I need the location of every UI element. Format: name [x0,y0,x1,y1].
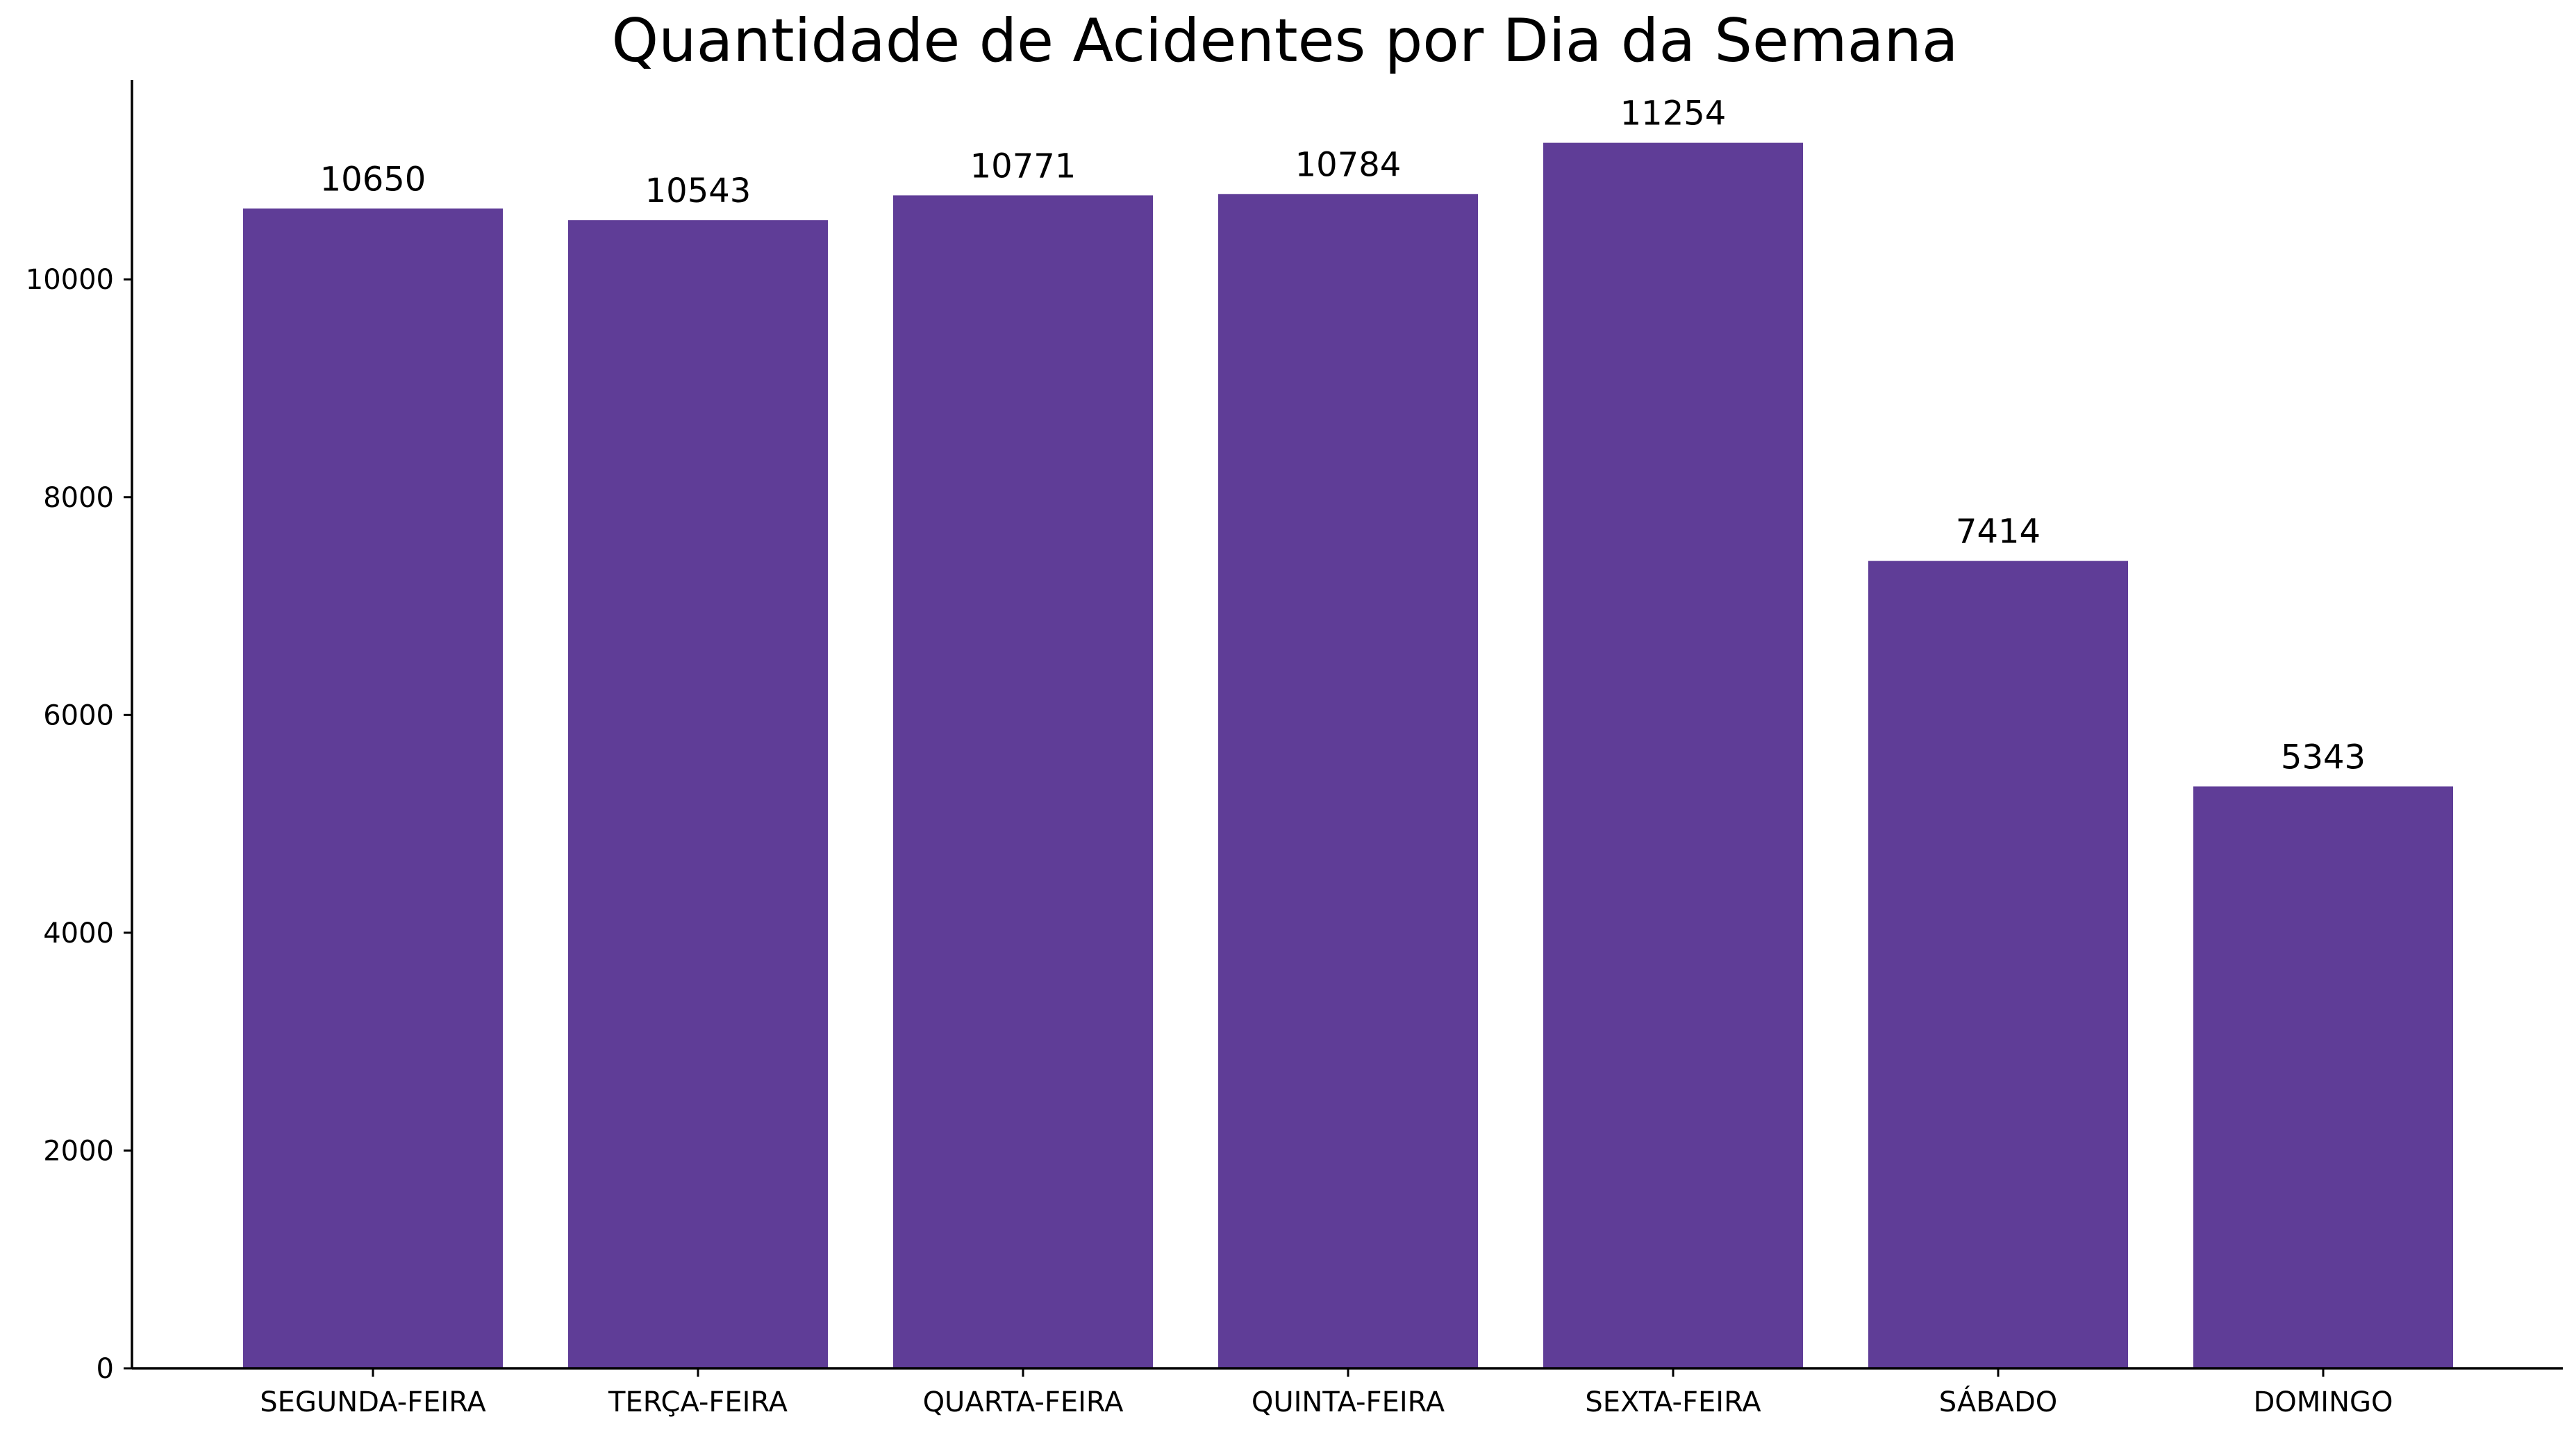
bar-segunda-feira [243,208,503,1368]
y-tick-label: 10000 [26,264,114,296]
y-tick-label: 4000 [43,918,114,949]
value-label: 10784 [1295,145,1402,184]
value-label: 10771 [970,147,1077,185]
bar-quarta-feira [893,195,1153,1368]
bar-domingo [2193,786,2453,1368]
x-tick-label: SÁBADO [1939,1385,2058,1418]
x-axis: SEGUNDA-FEIRA TERÇA-FEIRA QUARTA-FEIRA QUIN… [132,1367,2563,1418]
chart-title: Quantidade de Acidentes por Dia da Seman… [611,6,1958,76]
value-label: 10543 [645,172,751,210]
bar-quinta-feira [1218,194,1478,1369]
y-tick-label: 0 [97,1353,114,1385]
x-tick-label: SEXTA-FEIRA [1585,1386,1761,1418]
y-tick-label: 8000 [43,482,114,514]
value-label: 11254 [1620,94,1727,133]
x-tick-label: TERÇA-FEIRA [608,1386,788,1418]
bar-terça-feira [568,220,828,1368]
y-axis: 0 2000 4000 6000 8000 10000 [26,80,133,1385]
x-tick-label: DOMINGO [2254,1386,2393,1418]
y-tick-label: 6000 [43,699,114,731]
x-tick-label: QUINTA-FEIRA [1252,1386,1445,1418]
bar-sexta-feira [1543,142,1803,1369]
x-tick-label: QUARTA-FEIRA [923,1386,1124,1418]
value-label: 10650 [320,160,426,199]
bars-layer [243,142,2453,1369]
value-label: 7414 [1956,513,2041,551]
bar-sábado [1868,561,2128,1368]
x-tick-label: SEGUNDA-FEIRA [260,1386,486,1418]
value-label: 5343 [2281,738,2366,777]
value-labels-layer: 10650 10543 10771 10784 11254 7414 5343 [320,94,2366,777]
y-tick-label: 2000 [43,1135,114,1167]
